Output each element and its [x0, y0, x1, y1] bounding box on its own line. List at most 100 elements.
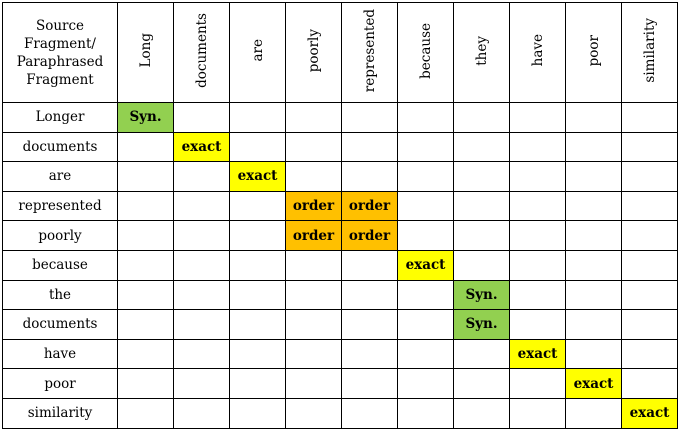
match-cell-order: order — [341, 190, 398, 222]
match-cell-exact: exact — [229, 161, 286, 192]
column-header-label: represented — [361, 8, 378, 93]
column-header-label: are — [249, 39, 266, 62]
empty-cell — [285, 279, 342, 311]
empty-cell — [285, 249, 342, 281]
empty-cell — [621, 190, 678, 222]
empty-cell — [453, 220, 510, 251]
empty-cell — [285, 161, 342, 192]
match-cell-order: order — [285, 220, 342, 251]
column-header-4: represented — [341, 2, 398, 103]
column-header-label: poor — [585, 34, 602, 67]
match-label: exact — [181, 138, 222, 155]
empty-cell — [509, 220, 566, 251]
match-label: exact — [237, 168, 278, 185]
empty-cell — [173, 309, 230, 340]
match-label: exact — [629, 405, 670, 422]
empty-cell — [229, 249, 286, 281]
empty-cell — [397, 279, 454, 311]
column-header-label: documents — [193, 13, 210, 88]
empty-cell — [565, 338, 622, 370]
row-header-6: the — [2, 279, 118, 311]
empty-cell — [397, 397, 454, 429]
match-label: Syn. — [129, 109, 162, 126]
empty-cell — [117, 279, 174, 311]
empty-cell — [229, 102, 286, 133]
empty-cell — [229, 131, 286, 163]
match-label: Syn. — [465, 316, 498, 333]
empty-cell — [397, 368, 454, 399]
column-header-5: because — [397, 2, 454, 103]
table-row: poor exact — [2, 368, 678, 399]
row-header-4: poorly — [2, 220, 118, 251]
match-label: order — [348, 198, 391, 215]
empty-cell — [341, 102, 398, 133]
column-header-6: they — [453, 2, 510, 103]
empty-cell — [621, 220, 678, 251]
empty-cell — [341, 368, 398, 399]
empty-cell — [229, 368, 286, 399]
empty-cell — [453, 190, 510, 222]
empty-cell — [285, 102, 342, 133]
empty-cell — [621, 309, 678, 340]
empty-cell — [453, 249, 510, 281]
column-header-label: Long — [137, 33, 154, 68]
empty-cell — [173, 279, 230, 311]
empty-cell — [173, 102, 230, 133]
empty-cell — [117, 190, 174, 222]
row-header-5: because — [2, 249, 118, 281]
empty-cell — [453, 102, 510, 133]
column-header-8: poor — [565, 2, 622, 103]
match-cell-order: order — [285, 190, 342, 222]
empty-cell — [565, 279, 622, 311]
empty-cell — [117, 368, 174, 399]
empty-cell — [397, 309, 454, 340]
match-cell-exact: exact — [397, 249, 454, 281]
empty-cell — [229, 338, 286, 370]
table-row: the Syn. — [2, 279, 678, 311]
empty-cell — [117, 338, 174, 370]
empty-cell — [509, 279, 566, 311]
empty-cell — [509, 309, 566, 340]
empty-cell — [509, 397, 566, 429]
empty-cell — [117, 161, 174, 192]
row-header-1: documents — [2, 131, 118, 163]
alignment-matrix: Source Fragment/ Paraphrased Fragment Lo… — [2, 2, 678, 429]
row-header-3: represented — [2, 190, 118, 222]
match-label: order — [292, 227, 335, 244]
empty-cell — [285, 338, 342, 370]
table-row: similarity exact — [2, 397, 678, 429]
empty-cell — [397, 190, 454, 222]
empty-cell — [341, 338, 398, 370]
match-cell-exact: exact — [173, 131, 230, 163]
empty-cell — [509, 102, 566, 133]
corner-header: Source Fragment/ Paraphrased Fragment — [2, 2, 118, 103]
empty-cell — [509, 161, 566, 192]
match-label: order — [348, 227, 391, 244]
column-header-label: they — [473, 35, 490, 66]
column-header-7: have — [509, 2, 566, 103]
empty-cell — [509, 249, 566, 281]
empty-cell — [621, 368, 678, 399]
empty-cell — [397, 131, 454, 163]
table-row: documents Syn. — [2, 309, 678, 340]
match-cell-syn: Syn. — [117, 102, 174, 133]
empty-cell — [229, 397, 286, 429]
column-header-0: Long — [117, 2, 174, 103]
empty-cell — [621, 279, 678, 311]
row-header-8: have — [2, 338, 118, 370]
match-label: order — [292, 198, 335, 215]
table-row: are exact — [2, 161, 678, 192]
column-header-label: similarity — [641, 18, 658, 83]
match-label: exact — [517, 346, 558, 363]
column-header-label: because — [417, 22, 434, 79]
empty-cell — [453, 397, 510, 429]
corner-line-3: Paraphrased — [16, 53, 104, 70]
row-header-0: Longer — [2, 102, 118, 133]
empty-cell — [565, 161, 622, 192]
empty-cell — [565, 249, 622, 281]
empty-cell — [565, 220, 622, 251]
corner-line-1: Source — [35, 17, 85, 34]
empty-cell — [341, 249, 398, 281]
empty-cell — [509, 368, 566, 399]
empty-cell — [117, 131, 174, 163]
